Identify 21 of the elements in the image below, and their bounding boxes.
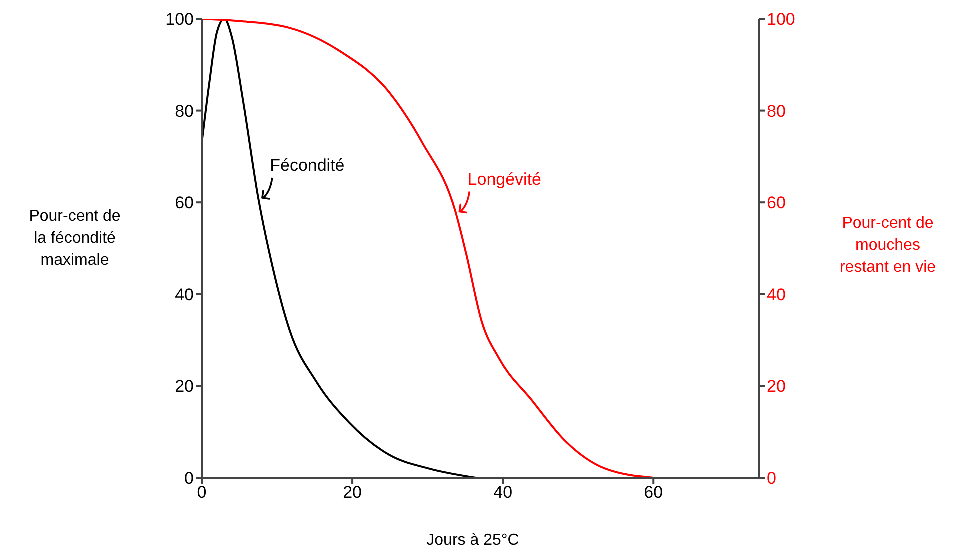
y2-tick-label: 80 [767, 102, 786, 121]
series-label: Longévité [468, 170, 542, 189]
y2-tick-label: 100 [767, 10, 796, 30]
y-tick-label: 80 [175, 102, 194, 121]
x-tick-label: 0 [197, 483, 207, 502]
x-tick-label: 60 [644, 483, 664, 502]
y-tick-label: 20 [175, 377, 194, 396]
y-tick-label: 60 [175, 194, 194, 213]
y2-axis-title: Pour-cent de mouches restant en vie [838, 214, 938, 278]
y2-tick-label: 40 [767, 285, 786, 304]
x-tick-label: 20 [343, 483, 362, 502]
y-tick-label: 100 [166, 10, 194, 30]
x-tick-label: 40 [494, 483, 513, 502]
y-tick-label: 40 [175, 285, 194, 304]
y2-tick-label: 60 [767, 194, 786, 213]
y2-tick-label: 20 [767, 377, 786, 396]
x-axis-title: Jours à 25°C [426, 531, 520, 551]
series-label: Fécondité [270, 156, 345, 176]
y-axis-title: Pour-cent de la fécondité maximale [28, 207, 122, 271]
y-tick-label: 0 [184, 469, 194, 488]
y2-tick-label: 0 [767, 469, 776, 488]
